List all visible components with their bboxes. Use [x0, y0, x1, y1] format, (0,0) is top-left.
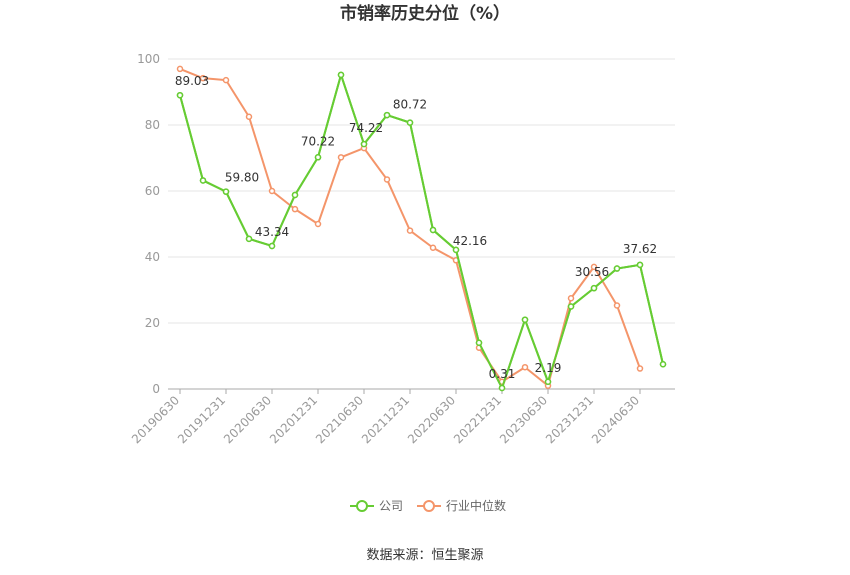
data-point	[222, 76, 230, 84]
x-tick-label: 20211231	[359, 393, 412, 446]
y-tick-label: 20	[145, 316, 160, 330]
data-label: 59.80	[225, 171, 259, 185]
data-point	[567, 303, 575, 310]
legend-label-0: 公司	[379, 499, 403, 513]
data-point	[291, 191, 299, 199]
data-point	[567, 295, 575, 302]
data-point	[176, 65, 184, 73]
legend-label-1: 行业中位数	[446, 498, 506, 513]
data-point	[314, 154, 322, 161]
data-label: 30.56	[575, 265, 609, 279]
data-point	[636, 365, 644, 372]
x-axis: 2019063020191231202006302020123120210630…	[129, 388, 675, 446]
data-point	[222, 188, 230, 195]
data-point	[245, 235, 253, 243]
legend-marker-1	[423, 500, 435, 512]
chart-title: 市销率历史分位（%）	[340, 3, 510, 24]
data-point	[406, 227, 414, 234]
legend[interactable]: 公司 行业中位数	[350, 498, 506, 513]
data-point	[498, 384, 506, 392]
series-line-0	[179, 73, 664, 389]
x-tick-label: 20191231	[175, 393, 228, 446]
data-point	[613, 302, 621, 309]
data-point	[475, 339, 483, 347]
data-point	[636, 261, 644, 269]
data-point	[521, 316, 529, 323]
data-label: 89.03	[175, 74, 209, 88]
data-point	[268, 242, 276, 250]
data-label: 0.31	[489, 367, 516, 381]
data-point	[429, 226, 437, 234]
data-labels: 89.03 59.80 43.34 70.22 74.22 80.72 42.16 0.31 2…	[175, 74, 657, 381]
data-point	[613, 265, 621, 272]
data-point	[383, 111, 391, 119]
data-label: 37.62	[623, 242, 657, 256]
series-layer	[176, 65, 667, 392]
data-point	[245, 113, 253, 120]
y-tick-label: 80	[145, 118, 160, 132]
data-point	[199, 74, 207, 82]
y-tick-label: 0	[152, 382, 160, 396]
series-line-company-top	[179, 73, 664, 389]
y-axis: 0 20 40 60 80 100	[137, 52, 160, 396]
data-point	[360, 140, 368, 148]
data-point	[176, 91, 184, 99]
data-point	[199, 177, 207, 184]
data-label: 2.19	[535, 361, 562, 375]
data-label: 74.22	[349, 121, 383, 135]
data-label: 70.22	[301, 134, 335, 148]
x-tick-label: 20240630	[589, 393, 642, 446]
x-tick-label: 20231231	[543, 393, 596, 446]
x-tick-label: 20220630	[405, 393, 458, 446]
y-tick-label: 60	[145, 184, 160, 198]
data-point	[337, 154, 345, 161]
data-label: 80.72	[393, 98, 427, 112]
data-point	[659, 361, 667, 368]
data-point	[314, 220, 322, 228]
x-tick-label: 20201231	[267, 393, 320, 446]
data-point	[590, 284, 598, 292]
data-point	[383, 176, 391, 183]
data-point	[337, 71, 345, 79]
data-point	[429, 244, 437, 252]
x-tick-label: 20221231	[451, 393, 504, 446]
x-tick-label: 20190630	[129, 393, 182, 446]
legend-marker-0	[356, 500, 368, 512]
x-tick-label: 20230630	[497, 393, 550, 446]
data-label: 42.16	[453, 234, 487, 248]
data-point	[291, 205, 299, 213]
data-point	[590, 263, 598, 271]
x-tick-label: 20210630	[313, 393, 366, 446]
y-tick-label: 100	[137, 52, 160, 66]
data-label: 43.34	[255, 225, 289, 239]
y-tick-label: 40	[145, 250, 160, 264]
data-point	[268, 187, 276, 195]
data-point	[406, 119, 414, 126]
source-note: 数据来源：恒生聚源	[366, 548, 483, 563]
data-point	[544, 378, 552, 386]
data-point	[521, 363, 529, 371]
data-point	[452, 246, 460, 254]
x-tick-label: 20200630	[221, 393, 274, 446]
